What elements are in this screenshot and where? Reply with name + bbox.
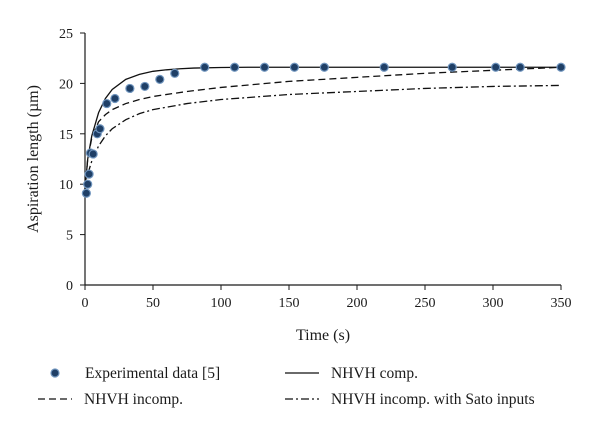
series-layer [81,62,566,198]
legend-item-nhvh-comp: NHVH comp. [285,365,418,382]
data-point [289,62,300,72]
plot-area: 0 50 100 150 200 250 300 350 0 5 10 15 20 25 [59,27,572,311]
data-point [95,124,105,134]
data-point [170,68,180,78]
data-point [102,98,112,109]
x-tick-label: 250 [415,296,436,311]
series-line-nhvh-incomp-with-sato-inputs [84,84,562,190]
data-point [259,62,270,72]
series-experimental-data-5 [81,62,566,198]
legend-label: Experimental data [5] [85,365,220,382]
data-point [83,179,93,189]
legend: Experimental data [5] NHVH comp. NHVH inco… [38,365,535,408]
data-point [88,149,98,159]
legend-label: NHVH incomp. with Sato inputs [331,391,535,408]
y-tick-label: 20 [59,77,73,92]
x-tick-label: 150 [279,296,300,311]
x-axis-title: Time (s) [296,327,350,344]
data-point [110,93,120,104]
x-tick-label: 50 [146,296,160,311]
data-point [84,169,94,179]
data-point [447,62,457,72]
y-tick-label: 25 [59,27,73,42]
x-axis-ticks: 0 50 100 150 200 250 300 350 [82,285,572,311]
data-point [200,62,210,72]
data-point [155,74,165,84]
data-point [491,62,501,72]
y-tick-label: 0 [66,279,73,294]
y-tick-label: 15 [59,128,73,143]
legend-item-nhvh-incomp: NHVH incomp. [38,391,183,408]
legend-marker [50,368,60,378]
y-axis-ticks: 0 5 10 15 20 25 [59,27,85,294]
y-tick-label: 5 [66,229,73,244]
data-point [140,81,150,92]
legend-item-experimental-data-5: Experimental data [5] [50,365,220,382]
x-tick-label: 200 [347,296,368,311]
y-tick-label: 10 [59,178,73,193]
data-point [125,83,135,94]
legend-item-nhvh-incomp-with-sato-inputs: NHVH incomp. with Sato inputs [285,391,535,408]
legend-label: NHVH incomp. [84,391,183,408]
x-tick-label: 0 [82,296,89,311]
x-tick-label: 100 [211,296,232,311]
data-point [515,62,525,72]
y-axis-title: Aspiration length (µm) [25,85,42,233]
data-point [379,62,389,72]
series-line-nhvh-incomp [84,66,562,190]
data-point [556,62,566,72]
x-tick-label: 300 [483,296,504,311]
data-point [81,188,91,198]
data-point [319,62,329,72]
series-line-nhvh-comp [84,66,561,190]
data-point [230,62,240,72]
x-tick-label: 350 [551,296,572,311]
legend-label: NHVH comp. [331,365,418,382]
